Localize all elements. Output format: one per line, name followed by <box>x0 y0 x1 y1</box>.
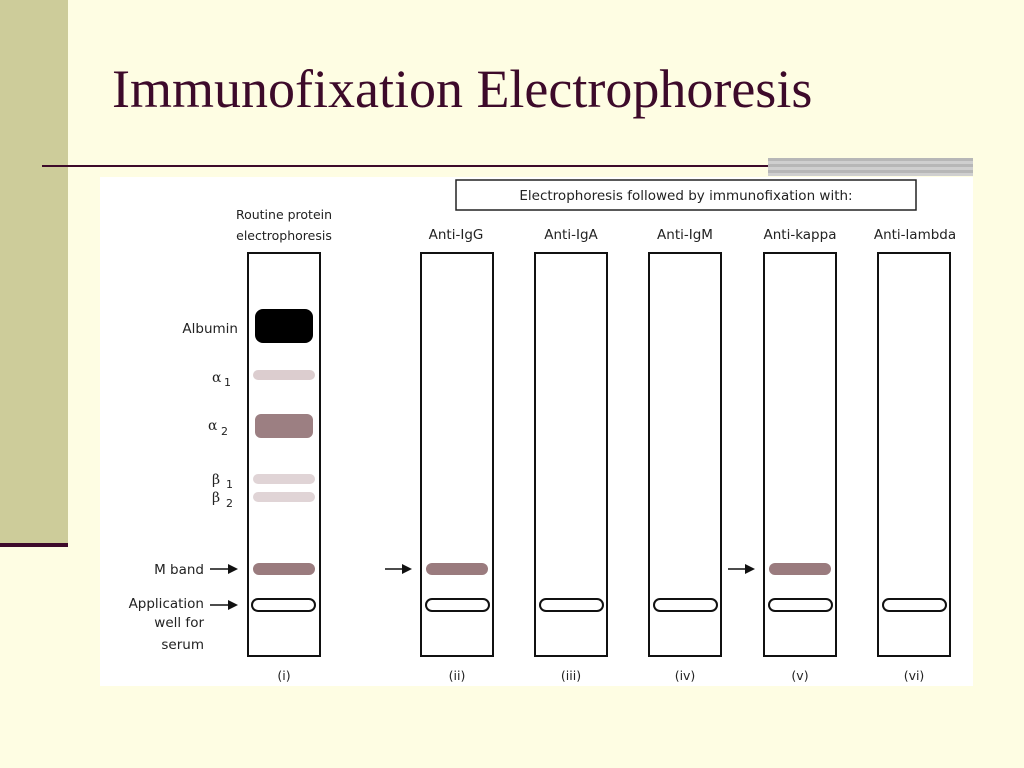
albumin-label: Albumin <box>182 321 238 337</box>
side-accent-line <box>0 543 68 547</box>
m-band-arrow-head <box>228 564 238 574</box>
header-box <box>455 179 917 211</box>
lane-header-igm: Anti-IgM <box>657 227 713 243</box>
alpha2-label: α <box>208 418 218 434</box>
m-band-lane-v <box>769 563 831 575</box>
lane-numeral-vi: (vi) <box>904 668 925 683</box>
lane-numeral-v: (v) <box>791 668 808 683</box>
application-arrow-head <box>228 600 238 610</box>
beta1-subscript: 1 <box>226 478 233 491</box>
lane-strip-ii <box>420 252 494 657</box>
lane-strip-vi <box>877 252 951 657</box>
lane-header-kappa: Anti-kappa <box>764 227 837 243</box>
lane-strip-iv <box>648 252 722 657</box>
application-well-ii <box>425 598 490 612</box>
immunofixation-figure: Electrophoresis followed by immunofixati… <box>100 177 973 686</box>
alpha1-subscript: 1 <box>224 376 231 389</box>
application-label-line1: Application <box>129 596 204 612</box>
application-well-vi <box>882 598 947 612</box>
title-rule-accent <box>768 158 973 176</box>
application-label-line3: serum <box>161 637 204 653</box>
lane-numeral-ii: (ii) <box>449 668 466 683</box>
m-band-lane-i <box>253 563 315 575</box>
header-text: Electrophoresis followed by immunofixati… <box>519 188 852 204</box>
routine-label-line2: electrophoresis <box>236 228 332 243</box>
alpha1-label: α <box>212 370 222 386</box>
side-accent-bar <box>0 0 68 545</box>
alpha2-subscript: 2 <box>221 425 228 438</box>
beta1-label: β <box>212 472 220 488</box>
lane-strip-v <box>763 252 837 657</box>
application-well-iv <box>653 598 718 612</box>
arrow-lane-ii-head <box>402 564 412 574</box>
application-well-iii <box>539 598 604 612</box>
m-band-lane-ii <box>426 563 488 575</box>
electrophoresis-diagram: Electrophoresis followed by immunofixati… <box>129 179 956 683</box>
application-label-line2: well for <box>154 615 204 631</box>
alpha1-band <box>253 370 315 380</box>
routine-label-line1: Routine protein <box>236 207 332 222</box>
alpha2-band <box>255 414 313 438</box>
beta2-label: β <box>212 490 220 506</box>
lane-numeral-i: (i) <box>277 668 290 683</box>
lane-header-iga: Anti-IgA <box>544 227 598 243</box>
lane-header-igg: Anti-IgG <box>429 227 484 243</box>
application-well-v <box>768 598 833 612</box>
beta2-subscript: 2 <box>226 497 233 510</box>
lane-numeral-iii: (iii) <box>561 668 581 683</box>
arrow-lane-v-head <box>745 564 755 574</box>
beta1-band <box>253 474 315 484</box>
lane-strip-iii <box>534 252 608 657</box>
m-band-label: M band <box>154 562 204 578</box>
albumin-band <box>255 309 313 343</box>
beta2-band <box>253 492 315 502</box>
slide-title: Immunofixation Electrophoresis <box>112 59 813 119</box>
lane-numeral-iv: (iv) <box>675 668 696 683</box>
title-rule <box>42 165 973 167</box>
application-well-i <box>251 598 316 612</box>
lane-header-lambda: Anti-lambda <box>874 227 956 243</box>
